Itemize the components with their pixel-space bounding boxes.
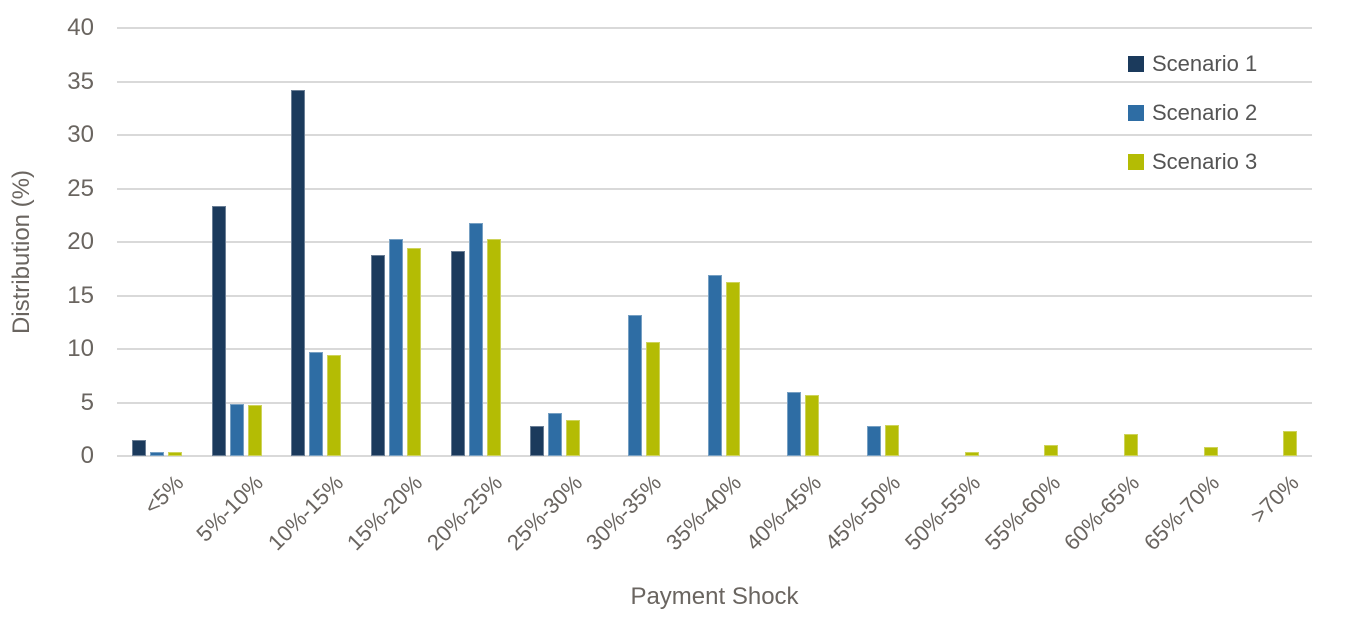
- bar-scenario-3-30-35: [645, 341, 660, 456]
- bar-scenario-3-5-10: [247, 404, 262, 456]
- y-tick-label-20: 20: [67, 228, 94, 255]
- bar-scenario-1-25-30: [530, 426, 545, 456]
- bar-scenario-2-5-10: [229, 403, 244, 456]
- x-tick-label-15-20: 15%-20%: [342, 470, 428, 556]
- x-tick-label-45-50: 45%-50%: [820, 470, 906, 556]
- bar-scenario-3-25-30: [566, 419, 581, 456]
- legend-entry-scenario-2: Scenario 2: [1128, 100, 1258, 125]
- bar-scenario-3-10-15: [327, 355, 342, 456]
- legend-swatch-icon: [1128, 153, 1144, 170]
- y-tick-label-10: 10: [67, 335, 94, 362]
- legend-label: Scenario 2: [1152, 100, 1258, 125]
- gridline-25: [117, 187, 1312, 190]
- bar-scenario-1-5: [131, 439, 146, 456]
- bar-scenario-3-5: [167, 451, 182, 456]
- bar-scenario-3-35-40: [725, 281, 740, 456]
- bar-scenario-3-55-60: [1044, 445, 1059, 456]
- legend-label: Scenario 1: [1152, 51, 1258, 76]
- x-tick-label-50-55: 50%-55%: [900, 470, 986, 556]
- gridline-30: [117, 134, 1312, 136]
- bar-scenario-3-65-70: [1203, 447, 1218, 456]
- bar-scenario-2-10-15: [309, 352, 324, 456]
- x-tick-label-35-40: 35%-40%: [661, 470, 747, 556]
- x-tick-label-5-10: 5%-10%: [191, 470, 269, 547]
- gridline-40: [117, 27, 1312, 29]
- bar-scenario-2-35-40: [707, 275, 722, 456]
- bar-scenario-2-40-45: [787, 391, 802, 456]
- bar-scenario-3-50-55: [964, 451, 979, 456]
- x-tick-label-30-35: 30%-35%: [581, 470, 667, 556]
- legend-entry-scenario-3: Scenario 3: [1128, 149, 1258, 174]
- bar-scenario-2-15-20: [388, 238, 403, 456]
- y-axis-title: Distribution (%): [8, 169, 35, 335]
- bar-scenario-1-10-15: [291, 90, 306, 456]
- bar-scenario-2-45-50: [866, 426, 881, 456]
- bar-scenario-3-45-50: [884, 424, 899, 456]
- bar-scenario-2-5: [149, 451, 164, 456]
- y-tick-label-30: 30: [67, 121, 94, 148]
- y-tick-label-35: 35: [67, 67, 94, 95]
- x-tick-label-20-25: 20%-25%: [422, 470, 508, 556]
- legend: Scenario 1 Scenario 2 Scenario 3: [1128, 51, 1258, 174]
- x-tick-label-70: >70%: [1245, 470, 1304, 528]
- bar-scenario-1-20-25: [450, 250, 465, 456]
- legend-label: Scenario 3: [1152, 149, 1258, 174]
- x-tick-label-40-45: 40%-45%: [740, 470, 826, 556]
- y-tick-label-25: 25: [67, 174, 94, 202]
- bar-scenario-2-25-30: [548, 413, 563, 456]
- gridline-20: [117, 241, 1312, 243]
- bar-scenario-3-20-25: [486, 238, 501, 456]
- y-tick-label-15: 15: [67, 281, 94, 309]
- x-tick-label-60-65: 60%-65%: [1059, 470, 1145, 556]
- bar-scenario-2-30-35: [627, 314, 642, 456]
- x-tick-label-10-15: 10%-15%: [262, 470, 348, 556]
- y-tick-label-40: 40: [67, 14, 94, 41]
- x-tick-label-5: <5%: [139, 470, 189, 520]
- x-axis-title: Payment Shock: [630, 583, 799, 610]
- x-tick-label-55-60: 55%-60%: [979, 470, 1065, 556]
- x-tick-label-25-30: 25%-30%: [501, 470, 587, 556]
- gridline-35: [117, 80, 1312, 83]
- gridline-0: [117, 455, 1312, 457]
- x-tick-label-65-70: 65%-70%: [1139, 470, 1225, 556]
- bar-scenario-3-40-45: [805, 395, 820, 456]
- bar-scenario-1-15-20: [370, 254, 385, 456]
- legend-swatch-icon: [1128, 104, 1144, 121]
- legend-swatch-icon: [1128, 55, 1144, 72]
- bar-scenario-3-70: [1283, 431, 1298, 456]
- bar-scenario-3-15-20: [406, 248, 421, 456]
- bar-scenario-2-20-25: [468, 222, 483, 456]
- bar-scenario-1-5-10: [211, 205, 226, 456]
- bar-scenario-3-60-65: [1123, 433, 1138, 456]
- legend-entry-scenario-1: Scenario 1: [1128, 51, 1258, 76]
- y-tick-label-0: 0: [80, 442, 94, 469]
- y-tick-label-5: 5: [80, 388, 94, 416]
